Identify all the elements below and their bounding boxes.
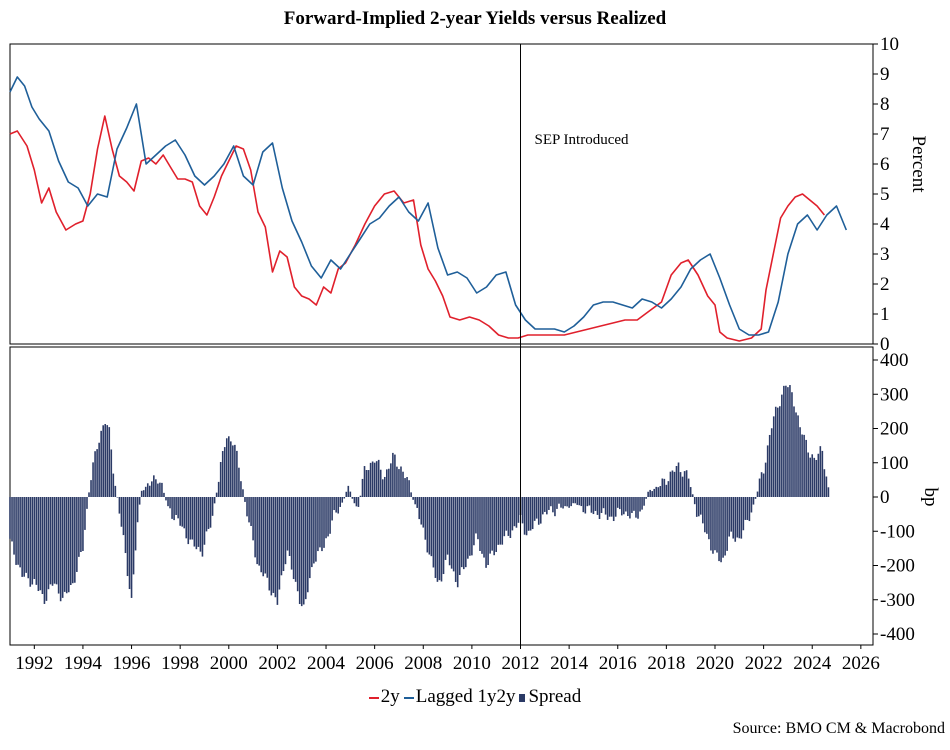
x-tick-label: 1996 <box>113 653 151 674</box>
x-tick-label: 2012 <box>502 653 540 674</box>
legend-swatch <box>368 696 379 699</box>
bottom-y-tick-label: 400 <box>880 350 909 371</box>
top-y-tick-label: 0 <box>880 334 890 355</box>
bottom-y-axis-label: bp <box>920 488 941 507</box>
top-y-tick-label: 8 <box>880 94 890 115</box>
x-tick-label: 2008 <box>404 653 442 674</box>
x-tick-label: 1994 <box>64 653 103 674</box>
bottom-y-tick-label: 300 <box>880 384 909 405</box>
top-y-tick-label: 7 <box>880 124 890 145</box>
axes: 0 1 2 3 4 5 6 7 8 9 10 Percent 400 300 200 100 0 -100 -200… <box>15 34 941 674</box>
top-panel-frame <box>9 43 874 345</box>
x-tick-label: 2010 <box>453 653 491 674</box>
x-tick-label: 1992 <box>15 653 53 674</box>
bottom-panel-frame <box>9 346 874 646</box>
x-tick-label: 2002 <box>258 653 296 674</box>
top-y-tick-label: 10 <box>880 34 899 55</box>
x-tick-label: 2018 <box>647 653 685 674</box>
top-y-tick-label: 4 <box>880 214 890 235</box>
top-y-tick-label: 1 <box>880 304 890 325</box>
bottom-y-tick-label: -100 <box>880 521 915 542</box>
top-y-tick-label: 5 <box>880 184 890 205</box>
bottom-y-tick-label: -300 <box>880 590 915 611</box>
bottom-y-tick-label: 0 <box>880 487 890 508</box>
legend-item: Lagged 1y2y <box>403 686 516 707</box>
legend-label: 2y <box>380 686 400 707</box>
top-y-tick-label: 6 <box>880 154 890 175</box>
chart-title: Forward-Implied 2-year Yields versus Rea… <box>283 8 667 29</box>
x-tick-label: 2020 <box>696 653 734 674</box>
x-tick-label: 2022 <box>745 653 783 674</box>
legend-label: Lagged 1y2y <box>415 686 516 707</box>
x-tick-label: 2000 <box>210 653 248 674</box>
legend-item: Spread <box>519 686 581 707</box>
series-line-lagged-1y2y <box>9 76 848 336</box>
source-note: Source: BMO CM & Macrobond <box>732 720 945 737</box>
legend: 2y Lagged 1y2y Spread <box>0 686 950 708</box>
legend-swatch <box>403 696 414 699</box>
legend-swatch <box>519 693 526 702</box>
legend-item: 2y <box>368 686 400 707</box>
legend-label: Spread <box>528 686 582 707</box>
bottom-y-tick-label: -400 <box>880 624 915 645</box>
top-y-tick-label: 2 <box>880 274 890 295</box>
bottom-y-tick-label: 200 <box>880 419 909 440</box>
x-tick-label: 2004 <box>307 653 346 674</box>
top-y-tick-label: 3 <box>880 244 890 265</box>
x-tick-label: 2016 <box>599 653 637 674</box>
sep-annotation: SEP Introduced <box>535 132 630 148</box>
x-tick-label: 2014 <box>550 653 589 674</box>
bottom-y-tick-label: -200 <box>880 556 915 577</box>
top-y-tick-label: 9 <box>880 64 890 85</box>
bottom-y-tick-label: 100 <box>880 453 909 474</box>
series-line-2y <box>9 115 826 342</box>
x-tick-label: 2006 <box>356 653 394 674</box>
x-tick-label: 2024 <box>793 653 832 674</box>
top-y-axis-label: Percent <box>908 136 929 194</box>
x-tick-label: 1998 <box>161 653 199 674</box>
yield-lines <box>9 76 848 342</box>
x-tick-label: 2026 <box>842 653 880 674</box>
spread-bars <box>9 385 830 607</box>
